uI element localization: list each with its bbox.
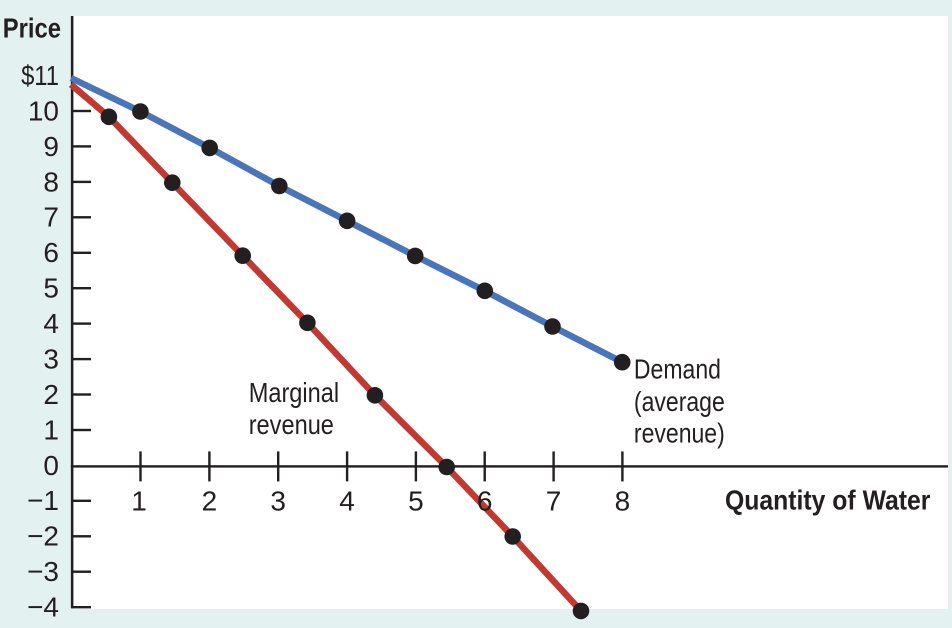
svg-text:1: 1 xyxy=(131,486,147,517)
svg-text:1: 1 xyxy=(43,414,59,445)
svg-text:3: 3 xyxy=(270,486,286,517)
svg-text:revenue): revenue) xyxy=(634,419,725,450)
svg-text:5: 5 xyxy=(408,486,424,517)
svg-text:Quantity of Water: Quantity of Water xyxy=(725,484,930,516)
svg-text:2: 2 xyxy=(202,486,218,517)
svg-text:7: 7 xyxy=(546,486,562,517)
svg-text:0: 0 xyxy=(43,450,59,481)
svg-text:3: 3 xyxy=(43,344,59,375)
svg-text:5: 5 xyxy=(43,273,59,304)
svg-text:−2: −2 xyxy=(27,521,59,552)
svg-text:revenue: revenue xyxy=(249,410,334,440)
svg-text:−3: −3 xyxy=(27,556,59,587)
svg-text:9: 9 xyxy=(43,131,59,162)
svg-text:7: 7 xyxy=(43,202,59,233)
svg-text:$11: $11 xyxy=(21,59,59,91)
svg-text:8: 8 xyxy=(43,166,59,197)
svg-text:Marginal: Marginal xyxy=(249,378,339,408)
svg-text:−4: −4 xyxy=(27,592,59,623)
svg-text:10: 10 xyxy=(28,95,59,126)
svg-text:Price: Price xyxy=(3,12,61,44)
svg-text:−1: −1 xyxy=(27,485,59,516)
svg-text:Demand: Demand xyxy=(634,354,721,385)
svg-text:6: 6 xyxy=(43,237,59,268)
svg-text:(average: (average xyxy=(634,387,725,418)
svg-text:2: 2 xyxy=(43,379,59,410)
svg-text:8: 8 xyxy=(615,486,631,517)
svg-text:6: 6 xyxy=(477,486,493,517)
svg-text:4: 4 xyxy=(339,486,355,517)
svg-text:4: 4 xyxy=(43,308,59,339)
